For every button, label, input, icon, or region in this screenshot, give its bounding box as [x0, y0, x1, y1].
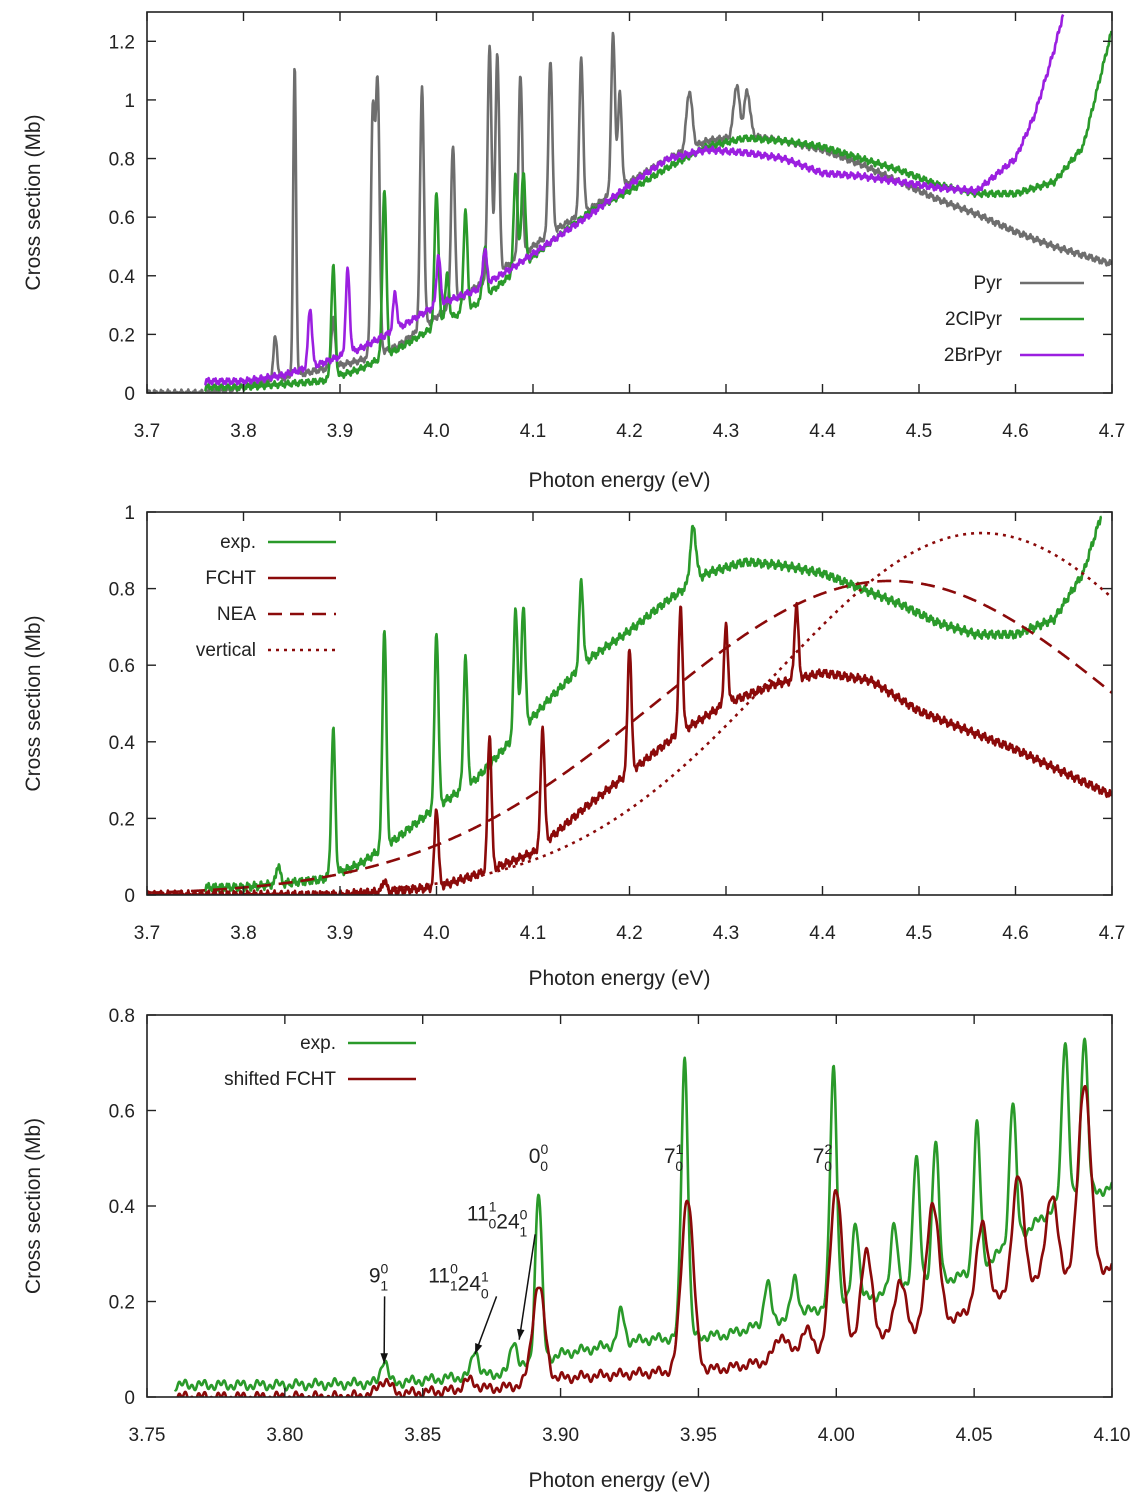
peak-annotation: 00 0: [529, 1141, 549, 1174]
x-tick-label: 4.1: [520, 923, 546, 944]
x-tick-label: 3.8: [230, 421, 256, 442]
peak-annotation: 111 0240 1: [467, 1198, 536, 1340]
legend: exp. shifted FCHT: [224, 1033, 416, 1090]
x-tick-label: 4.6: [1002, 923, 1028, 944]
series-line-2brpyr: [203, 13, 1065, 386]
annotation-label: 72 0: [813, 1141, 833, 1174]
y-tick-label: 0.8: [109, 150, 135, 171]
y-tick-label: 0.6: [109, 656, 135, 677]
legend-label: 2ClPyr: [945, 309, 1003, 330]
y-axis-label: Cross section (Mb): [22, 114, 45, 290]
peak-annotation: 71 0: [664, 1141, 684, 1174]
legend-label: shifted FCHT: [224, 1069, 336, 1090]
x-tick-label: 3.75: [129, 1425, 166, 1446]
y-tick-label: 1: [124, 503, 135, 524]
x-tick-label: 4.7: [1099, 923, 1125, 944]
series-line-nea: [147, 579, 1112, 895]
annotation-label: 00 0: [529, 1141, 549, 1174]
x-tick-label: 4.3: [713, 923, 739, 944]
annotation-arrowhead: [517, 1328, 525, 1340]
y-tick-label: 0.8: [109, 1006, 135, 1027]
y-tick-label: 0.6: [109, 1102, 135, 1123]
x-tick-label: 4.5: [906, 923, 932, 944]
y-tick-label: 0.6: [109, 208, 135, 229]
series-line-shifted-fcht: [176, 1084, 1112, 1397]
x-tick-label: 3.9: [327, 923, 353, 944]
y-tick-label: 0.4: [109, 267, 136, 288]
x-tick-label: 4.0: [423, 421, 449, 442]
series-line-exp-: [173, 1037, 1112, 1392]
series-group: [173, 1037, 1112, 1397]
x-tick-label: 4.3: [713, 421, 739, 442]
y-tick-label: 0.2: [109, 1293, 135, 1314]
x-tick-label: 3.85: [404, 1425, 441, 1446]
legend-label: vertical: [196, 640, 256, 661]
x-tick-label: 4.05: [956, 1425, 993, 1446]
x-tick-label: 4.10: [1094, 1425, 1131, 1446]
legend-label: NEA: [217, 604, 256, 625]
y-tick-label: 0.2: [109, 325, 135, 346]
y-axis-label: Cross section (Mb): [22, 615, 45, 791]
legend: exp. FCHT NEA vertical: [196, 532, 336, 661]
y-tick-label: 0.4: [109, 1197, 136, 1218]
annotation-arrow: [518, 1234, 536, 1340]
series-line-pyr: [147, 31, 1112, 393]
y-tick-label: 0.8: [109, 580, 135, 601]
y-tick-label: 1.2: [109, 32, 135, 53]
legend-label: Pyr: [974, 273, 1003, 294]
x-tick-label: 4.4: [809, 923, 836, 944]
x-tick-label: 3.7: [134, 923, 160, 944]
y-axis-label: Cross section (Mb): [22, 1118, 45, 1294]
annotation-label: 110 1241 0: [428, 1260, 489, 1301]
x-axis-label: Photon energy (eV): [528, 469, 710, 492]
y-tick-label: 0: [124, 886, 135, 907]
x-tick-label: 4.0: [423, 923, 449, 944]
x-tick-label: 4.6: [1002, 421, 1028, 442]
x-tick-label: 4.1: [520, 421, 546, 442]
y-tick-label: 0.2: [109, 809, 135, 830]
annotation-arrowhead: [380, 1353, 388, 1364]
x-tick-label: 4.4: [809, 421, 836, 442]
legend-label: exp.: [300, 1033, 336, 1054]
series-line-2clpyr: [203, 30, 1112, 392]
legend-label: FCHT: [205, 568, 256, 589]
x-tick-label: 3.8: [230, 923, 256, 944]
series-line-fcht: [147, 601, 1112, 895]
annotation-label: 71 0: [664, 1141, 684, 1174]
annotation-label: 90 1: [369, 1260, 389, 1293]
chart-panel-bottom: 3.75 3.80 3.85 3.90 3.95 4.00 4.05 4.10 0 0.2 0.4 0…: [22, 1006, 1130, 1492]
legend-label: 2BrPyr: [944, 345, 1003, 366]
y-tick-label: 0: [124, 1388, 135, 1409]
peak-annotation: 110 1241 0: [428, 1260, 498, 1355]
y-tick-label: 1: [124, 91, 135, 112]
x-axis-label: Photon energy (eV): [528, 967, 710, 990]
chart-panel-top: 3.7 3.8 3.9 4.0 4.1 4.2 4.3 4.4 4.5 4.6 4.7 0 0.2 0.4…: [22, 11, 1125, 492]
x-tick-label: 4.2: [616, 923, 642, 944]
x-tick-label: 3.95: [680, 1425, 717, 1446]
series-line-vertical: [147, 531, 1112, 895]
chart-panel-middle: 3.7 3.8 3.9 4.0 4.1 4.2 4.3 4.4 4.5 4.6 4.7 0 0.2 0.4…: [22, 503, 1125, 990]
x-tick-label: 4.2: [616, 421, 642, 442]
x-tick-label: 4.5: [906, 421, 932, 442]
legend: Pyr 2ClPyr 2BrPyr: [944, 273, 1084, 366]
peak-annotation: 90 1: [369, 1260, 389, 1364]
series-group: [147, 13, 1112, 393]
x-tick-label: 4.00: [818, 1425, 855, 1446]
x-tick-label: 3.80: [266, 1425, 303, 1446]
series-line-exp-: [203, 515, 1103, 893]
peak-annotation: 72 0: [813, 1141, 833, 1174]
y-tick-label: 0.4: [109, 733, 136, 754]
x-tick-label: 4.7: [1099, 421, 1125, 442]
annotation-arrowhead: [475, 1343, 483, 1355]
x-tick-label: 3.7: [134, 421, 160, 442]
legend-label: exp.: [220, 532, 256, 553]
x-tick-label: 3.90: [542, 1425, 579, 1446]
plot-frame: [146, 511, 1113, 896]
x-tick-label: 3.9: [327, 421, 353, 442]
series-group: [147, 515, 1112, 895]
x-axis-label: Photon energy (eV): [528, 1469, 710, 1492]
annotation-label: 111 0240 1: [467, 1198, 528, 1239]
y-tick-label: 0: [124, 384, 135, 405]
